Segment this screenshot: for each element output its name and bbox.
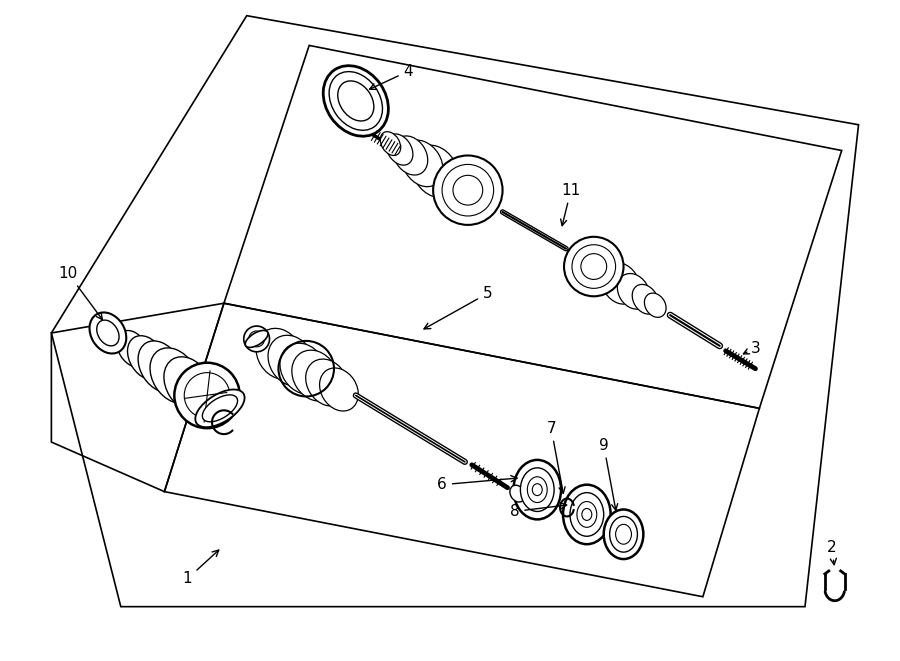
Text: 1: 1 — [183, 550, 219, 586]
Ellipse shape — [280, 343, 327, 394]
Ellipse shape — [246, 330, 268, 348]
Ellipse shape — [510, 485, 525, 502]
Ellipse shape — [644, 293, 666, 317]
Ellipse shape — [128, 336, 166, 380]
Ellipse shape — [582, 508, 592, 520]
Ellipse shape — [150, 348, 199, 403]
Ellipse shape — [570, 492, 604, 536]
Ellipse shape — [393, 136, 428, 175]
Ellipse shape — [564, 237, 624, 296]
Ellipse shape — [453, 175, 482, 205]
Text: 5: 5 — [424, 286, 492, 329]
Ellipse shape — [256, 329, 302, 379]
Ellipse shape — [520, 468, 554, 512]
Ellipse shape — [577, 502, 597, 527]
Ellipse shape — [433, 155, 502, 225]
Ellipse shape — [604, 510, 644, 559]
Ellipse shape — [601, 262, 640, 304]
Text: 2: 2 — [827, 539, 837, 564]
Ellipse shape — [338, 81, 374, 121]
Text: 8: 8 — [509, 503, 567, 519]
Ellipse shape — [442, 165, 493, 216]
Ellipse shape — [117, 330, 148, 368]
Ellipse shape — [195, 389, 245, 427]
Ellipse shape — [320, 368, 358, 411]
Ellipse shape — [563, 485, 610, 544]
Ellipse shape — [514, 460, 561, 520]
Ellipse shape — [411, 145, 459, 198]
Ellipse shape — [268, 335, 315, 386]
Text: 7: 7 — [546, 420, 565, 493]
Ellipse shape — [532, 484, 542, 496]
Ellipse shape — [323, 65, 389, 136]
Ellipse shape — [580, 254, 607, 280]
Ellipse shape — [306, 359, 348, 406]
Ellipse shape — [164, 357, 212, 412]
Ellipse shape — [329, 71, 382, 130]
Text: 3: 3 — [751, 341, 760, 356]
Text: 11: 11 — [561, 182, 581, 225]
Ellipse shape — [401, 140, 443, 186]
Text: 10: 10 — [58, 266, 103, 319]
Ellipse shape — [572, 245, 616, 288]
Ellipse shape — [632, 284, 659, 314]
Ellipse shape — [202, 395, 238, 422]
Ellipse shape — [244, 326, 269, 352]
Text: 6: 6 — [437, 476, 518, 492]
Ellipse shape — [89, 313, 126, 354]
Text: 4: 4 — [370, 63, 413, 89]
Ellipse shape — [386, 134, 413, 165]
Ellipse shape — [609, 516, 637, 552]
Ellipse shape — [381, 132, 400, 155]
Ellipse shape — [617, 274, 650, 309]
Ellipse shape — [175, 363, 239, 428]
Ellipse shape — [616, 524, 632, 544]
Text: 9: 9 — [598, 438, 617, 510]
Ellipse shape — [292, 350, 338, 401]
Ellipse shape — [527, 477, 547, 502]
Ellipse shape — [96, 320, 119, 346]
Ellipse shape — [248, 331, 265, 347]
Ellipse shape — [138, 341, 183, 393]
Ellipse shape — [184, 373, 230, 418]
